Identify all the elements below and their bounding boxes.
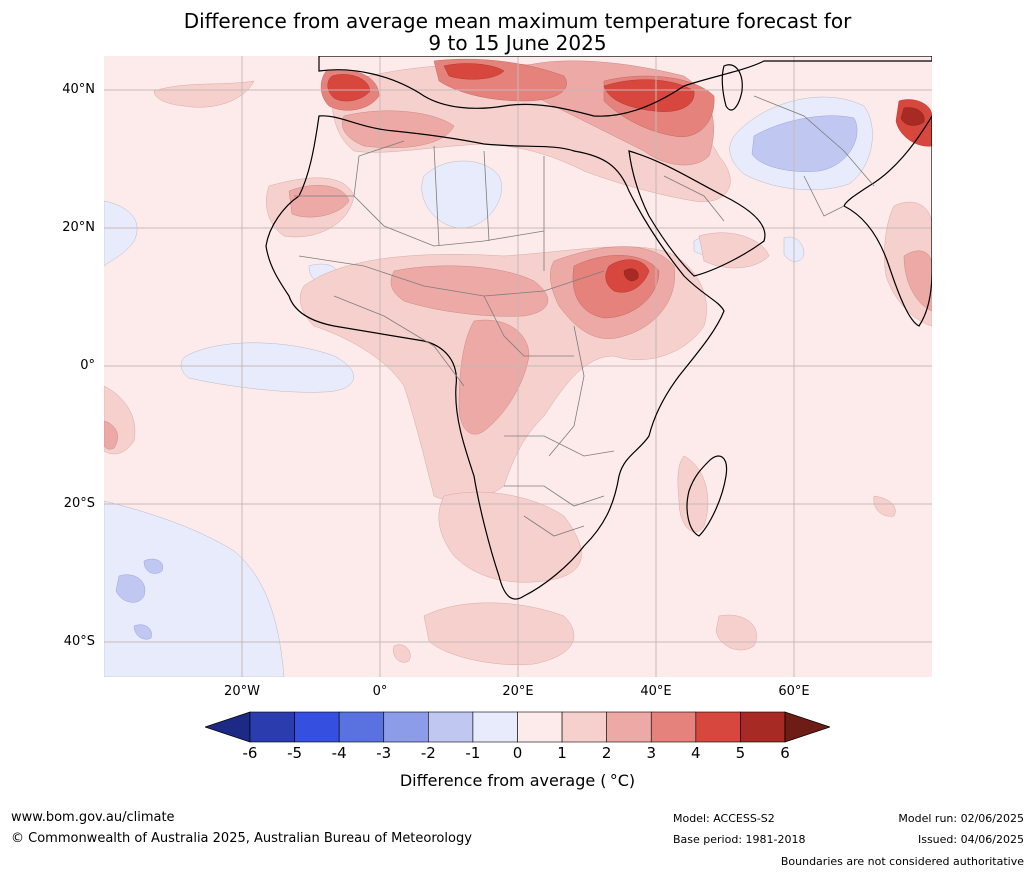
colorbar-swatch (294, 711, 340, 743)
lon-label-20e: 20°E (502, 684, 534, 699)
colorbar-tick-label: 0 (512, 744, 523, 762)
footer-model-run: Model run: 02/06/2025 (898, 812, 1024, 825)
colorbar-tick-label: -2 (420, 744, 436, 762)
colorbar-label: Difference from average ( °C) (399, 771, 636, 790)
colorbar-swatch (561, 711, 607, 743)
footer-copyright: © Commonwealth of Australia 2025, Austra… (11, 831, 472, 846)
colorbar-swatch (740, 711, 786, 743)
colorbar-swatch (249, 711, 295, 743)
colorbar-swatch (472, 711, 518, 743)
caspian-coastline (721, 64, 743, 111)
footer-url: www.bom.gov.au/climate (11, 810, 175, 825)
colorbar-tick-label: 3 (646, 744, 657, 762)
colorbar-tick-label: -3 (376, 744, 392, 762)
warm-5-6-areas (623, 107, 925, 282)
footer-model: Model: ACCESS-S2 (673, 812, 775, 825)
india-coastline (843, 114, 932, 327)
arabia-coastline (628, 150, 766, 277)
colorbar-extend-high (784, 711, 830, 743)
lon-label-0: 0° (372, 684, 388, 699)
colorbar-tick-label: -5 (287, 744, 303, 762)
footer-disclaimer: Boundaries are not considered authoritat… (780, 855, 1024, 868)
lat-label-0: 0° (80, 358, 95, 373)
colorbar-tick-label: 5 (735, 744, 746, 762)
lon-label-60e: 60°E (778, 684, 810, 699)
footer-base-period: Base period: 1981-2018 (673, 833, 806, 846)
colorbar-tick-label: 6 (780, 744, 790, 762)
colorbar-swatch (428, 711, 474, 743)
colorbar-tick-label: 2 (601, 744, 612, 762)
colorbar-tick-label: 4 (691, 744, 701, 762)
forecast-map (104, 56, 932, 677)
map-title-line2: 9 to 15 June 2025 (428, 31, 607, 55)
colorbar-swatch (650, 711, 697, 743)
footer-issued: Issued: 04/06/2025 (917, 833, 1024, 846)
lat-label-40s: 40°S (63, 634, 95, 649)
country-borders (294, 95, 875, 537)
lon-label-40e: 40°E (640, 684, 672, 699)
colorbar-swatch (695, 711, 741, 743)
stronger-cool-areas (115, 115, 858, 640)
coastlines (265, 56, 932, 600)
africa-coastline (265, 115, 725, 600)
colorbar-swatch (338, 711, 385, 743)
colorbar-swatch (606, 711, 652, 743)
colorbar-tick-label: -1 (465, 744, 481, 762)
graticule-lines (104, 56, 932, 677)
colorbar (205, 711, 830, 743)
lon-label-20w: 20°W (224, 684, 260, 699)
colorbar-extend-low (205, 711, 251, 743)
madagascar-coastline (686, 455, 728, 537)
europe-coastline (318, 56, 932, 117)
colorbar-tick-label: 1 (557, 744, 567, 762)
lat-label-20s: 20°S (63, 496, 95, 511)
colorbar-swatch (383, 711, 429, 743)
map-title-line1: Difference from average mean maximum tem… (183, 9, 852, 33)
colorbar-swatch (517, 711, 563, 743)
colorbar-tick-label: -4 (331, 744, 347, 762)
lat-label-20n: 20°N (62, 220, 95, 235)
lat-label-40n: 40°N (62, 82, 95, 97)
colorbar-tick-label: -6 (242, 744, 258, 762)
